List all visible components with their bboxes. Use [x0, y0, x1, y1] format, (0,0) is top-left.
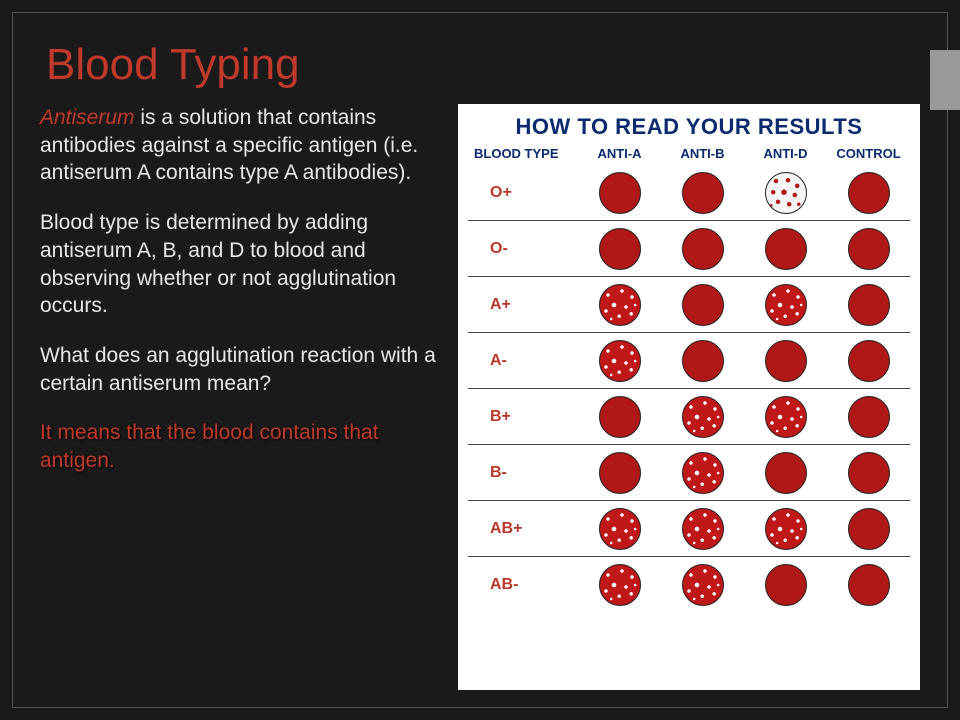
paragraph-3: What does an agglutination reaction with…: [40, 342, 440, 397]
blood-solid-icon: [848, 564, 890, 606]
chart-header: BLOOD TYPE ANTI-A ANTI-B ANTI-D CONTROL: [468, 146, 910, 161]
chart-row: O-: [468, 221, 910, 277]
result-cell: [744, 228, 827, 270]
blood-solid-icon: [848, 508, 890, 550]
result-cell: [661, 396, 744, 438]
blood-solid-icon: [599, 396, 641, 438]
chart-row: O+: [468, 165, 910, 221]
chart-row: A-: [468, 333, 910, 389]
result-cell: [827, 340, 910, 382]
result-cell: [661, 340, 744, 382]
col-header-control: CONTROL: [827, 146, 910, 161]
chart-row: AB-: [468, 557, 910, 613]
result-cell: [744, 452, 827, 494]
answer-text: It means that the blood contains that an…: [40, 419, 440, 474]
chart-body: O+ O- A+ A- B+ B- AB+ AB-: [468, 165, 910, 613]
blood-solid-icon: [682, 284, 724, 326]
row-label: A+: [468, 296, 578, 314]
blood-agglutinated-icon: [765, 508, 807, 550]
slide-title: Blood Typing: [40, 40, 920, 90]
paragraph-1: Antiserum is a solution that contains an…: [40, 104, 440, 187]
blood-agglutinated-icon: [682, 396, 724, 438]
row-label: B-: [468, 464, 578, 482]
col-header-anti-d: ANTI-D: [744, 146, 827, 161]
chart-row: B-: [468, 445, 910, 501]
blood-solid-icon: [599, 172, 641, 214]
blood-solid-icon: [848, 340, 890, 382]
result-cell: [827, 284, 910, 326]
col-header-anti-a: ANTI-A: [578, 146, 661, 161]
result-cell: [578, 284, 661, 326]
chart-title: HOW TO READ YOUR RESULTS: [468, 114, 910, 140]
result-cell: [578, 508, 661, 550]
blood-solid-icon: [682, 172, 724, 214]
row-label: AB-: [468, 576, 578, 594]
blood-solid-icon: [765, 340, 807, 382]
blood-solid-icon: [848, 172, 890, 214]
result-cell: [661, 172, 744, 214]
blood-agglutinated-icon: [682, 452, 724, 494]
result-cell: [661, 508, 744, 550]
blood-agglutinated-icon: [765, 172, 807, 214]
blood-solid-icon: [848, 396, 890, 438]
result-cell: [744, 564, 827, 606]
row-label: O-: [468, 240, 578, 258]
row-label: A-: [468, 352, 578, 370]
col-header-bloodtype: BLOOD TYPE: [468, 146, 578, 161]
blood-solid-icon: [765, 564, 807, 606]
blood-solid-icon: [682, 228, 724, 270]
blood-agglutinated-icon: [682, 508, 724, 550]
result-cell: [744, 284, 827, 326]
blood-agglutinated-icon: [765, 284, 807, 326]
result-cell: [661, 284, 744, 326]
slide: Blood Typing Antiserum is a solution tha…: [0, 0, 960, 720]
result-cell: [827, 228, 910, 270]
blood-solid-icon: [848, 452, 890, 494]
result-cell: [578, 172, 661, 214]
chart-row: B+: [468, 389, 910, 445]
term-antiserum: Antiserum: [40, 106, 135, 129]
result-cell: [661, 564, 744, 606]
result-cell: [827, 172, 910, 214]
paragraph-2: Blood type is determined by adding antis…: [40, 209, 440, 320]
result-cell: [578, 228, 661, 270]
blood-solid-icon: [682, 340, 724, 382]
blood-solid-icon: [599, 228, 641, 270]
results-chart: HOW TO READ YOUR RESULTS BLOOD TYPE ANTI…: [458, 104, 920, 690]
blood-agglutinated-icon: [765, 396, 807, 438]
col-header-anti-b: ANTI-B: [661, 146, 744, 161]
result-cell: [578, 452, 661, 494]
result-cell: [661, 452, 744, 494]
result-cell: [744, 340, 827, 382]
blood-solid-icon: [848, 228, 890, 270]
result-cell: [661, 228, 744, 270]
chart-row: A+: [468, 277, 910, 333]
result-cell: [744, 172, 827, 214]
row-label: O+: [468, 184, 578, 202]
blood-solid-icon: [599, 452, 641, 494]
result-cell: [827, 396, 910, 438]
blood-agglutinated-icon: [599, 508, 641, 550]
blood-solid-icon: [848, 284, 890, 326]
blood-agglutinated-icon: [599, 564, 641, 606]
result-cell: [578, 564, 661, 606]
row-label: AB+: [468, 520, 578, 538]
blood-solid-icon: [765, 228, 807, 270]
result-cell: [827, 452, 910, 494]
result-cell: [744, 508, 827, 550]
result-cell: [827, 564, 910, 606]
result-cell: [744, 396, 827, 438]
blood-agglutinated-icon: [599, 340, 641, 382]
blood-solid-icon: [765, 452, 807, 494]
result-cell: [578, 340, 661, 382]
chart-row: AB+: [468, 501, 910, 557]
result-cell: [578, 396, 661, 438]
blood-agglutinated-icon: [599, 284, 641, 326]
blood-agglutinated-icon: [682, 564, 724, 606]
content-row: Antiserum is a solution that contains an…: [40, 104, 920, 690]
text-column: Antiserum is a solution that contains an…: [40, 104, 440, 690]
result-cell: [827, 508, 910, 550]
row-label: B+: [468, 408, 578, 426]
